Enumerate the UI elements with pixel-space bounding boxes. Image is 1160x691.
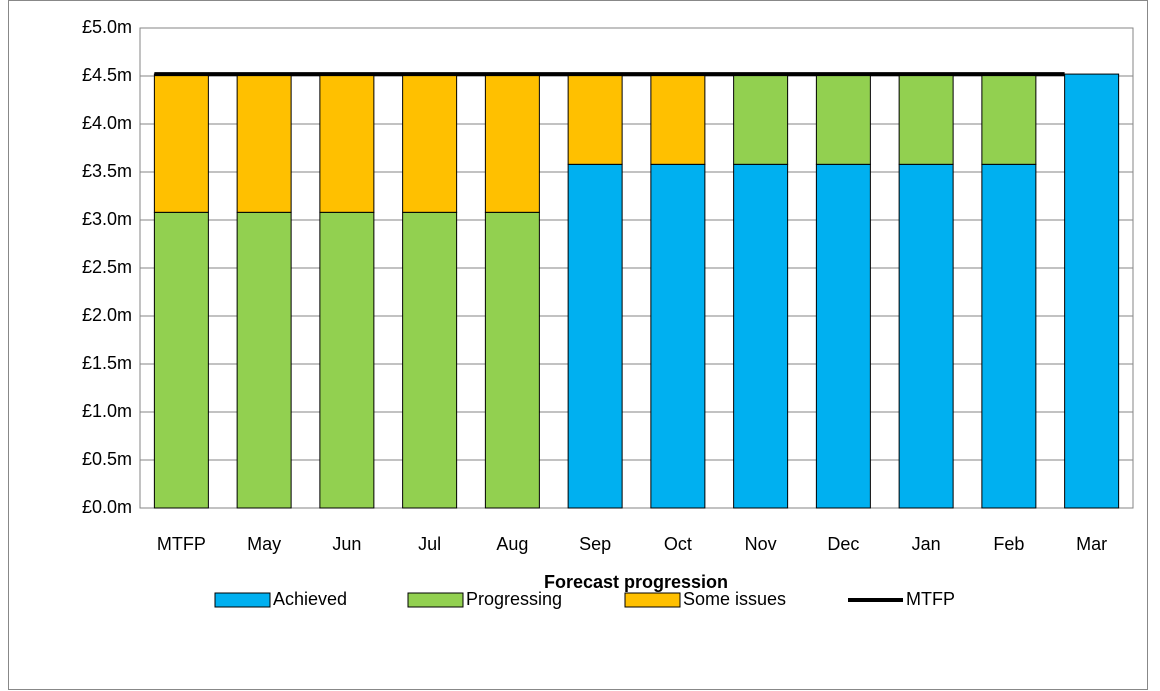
- bar-segment: [153, 211, 209, 509]
- bar-segment: [567, 73, 623, 165]
- y-tick-label: £2.5m: [82, 257, 132, 277]
- x-tick-label: Nov: [745, 534, 777, 554]
- legend-label: Achieved: [273, 589, 347, 609]
- x-tick-label: Sep: [579, 534, 611, 554]
- y-tick-label: £4.0m: [82, 113, 132, 133]
- bar-segment: [981, 163, 1037, 509]
- bar-segment: [319, 211, 375, 509]
- bar-segment: [815, 73, 871, 165]
- bar-segment: [236, 211, 292, 509]
- y-tick-label: £1.5m: [82, 353, 132, 373]
- y-tick-label: £0.0m: [82, 497, 132, 517]
- bar-segment: [402, 73, 458, 213]
- x-tick-label: May: [247, 534, 281, 554]
- y-tick-label: £2.0m: [82, 305, 132, 325]
- bar-segment: [650, 163, 706, 509]
- bar-segment: [484, 73, 540, 213]
- bar-segment: [567, 163, 623, 509]
- y-tick-label: £5.0m: [82, 17, 132, 37]
- x-tick-label: Jan: [912, 534, 941, 554]
- legend-swatch: [407, 592, 464, 608]
- bar-segment: [650, 73, 706, 165]
- legend-swatch: [214, 592, 271, 608]
- legend-label: MTFP: [906, 589, 955, 609]
- x-tick-label: Mar: [1076, 534, 1107, 554]
- x-tick-label: Jun: [332, 534, 361, 554]
- x-tick-label: Jul: [418, 534, 441, 554]
- y-tick-label: £3.5m: [82, 161, 132, 181]
- bar-segment: [153, 73, 209, 213]
- bar-segment: [898, 163, 954, 509]
- x-tick-label: Oct: [664, 534, 692, 554]
- y-tick-label: £0.5m: [82, 449, 132, 469]
- x-tick-label: Feb: [993, 534, 1024, 554]
- x-tick-label: Dec: [827, 534, 859, 554]
- bar-segment: [484, 211, 540, 509]
- legend-swatch: [624, 592, 681, 608]
- x-axis-title: Forecast progression: [544, 572, 728, 592]
- bar-segment: [898, 73, 954, 165]
- y-tick-label: £4.5m: [82, 65, 132, 85]
- y-tick-label: £1.0m: [82, 401, 132, 421]
- bar-segment: [733, 163, 789, 509]
- bar-segment: [402, 211, 458, 509]
- bar-segment: [733, 73, 789, 165]
- bar-segment: [815, 163, 871, 509]
- bar-segment: [1064, 73, 1120, 509]
- bar-segment: [981, 73, 1037, 165]
- legend-label: Progressing: [466, 589, 562, 609]
- bar-segment: [236, 73, 292, 213]
- x-tick-label: MTFP: [157, 534, 206, 554]
- plot-area-border: [139, 27, 1134, 509]
- x-tick-label: Aug: [496, 534, 528, 554]
- bar-segment: [319, 73, 375, 213]
- y-tick-label: £3.0m: [82, 209, 132, 229]
- legend-label: Some issues: [683, 589, 786, 609]
